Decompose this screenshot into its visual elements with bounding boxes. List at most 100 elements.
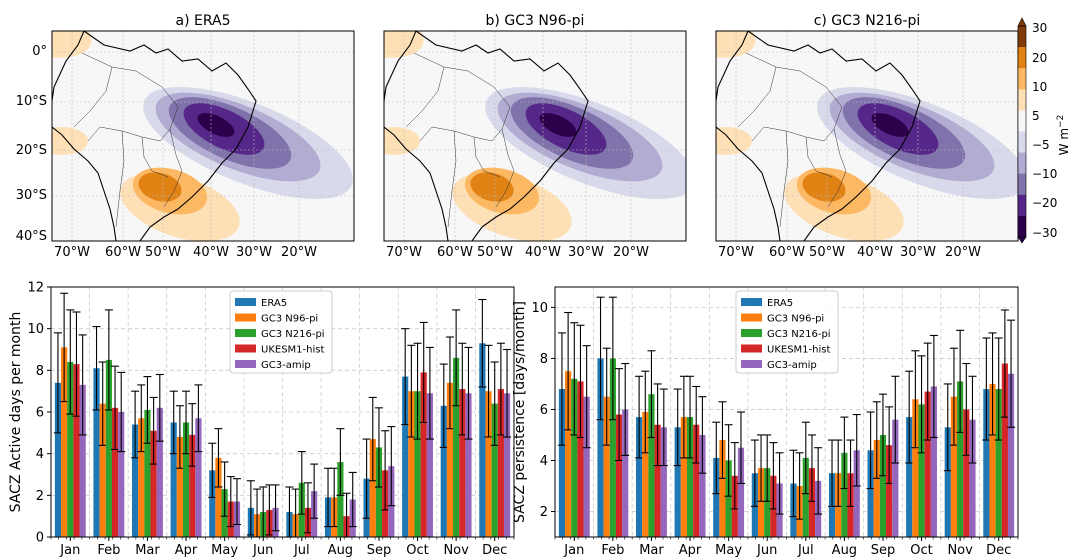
bar-gc3-n216-pi-apr xyxy=(686,417,694,537)
bar-gc3-n96-pi-mar xyxy=(642,412,649,537)
legend-label: ERA5 xyxy=(261,298,287,309)
bar-chart-active-days: 0 2 4 6 8 10 12 Jan Feb Mar Apr May Jun Jul Aug Sep Oct N… xyxy=(8,281,515,558)
contour-positive xyxy=(138,172,182,202)
x-tick-label: Apr xyxy=(175,543,198,558)
bar-era5-mar xyxy=(636,417,643,537)
bar-era5-may xyxy=(713,457,720,537)
bar-era5-sep xyxy=(867,450,874,537)
bar-gc3-amip-sep xyxy=(892,419,899,537)
x-tick-label: Nov xyxy=(443,543,469,558)
x-tick-label: Nov xyxy=(947,543,973,558)
lon-label: 50°W xyxy=(145,245,181,260)
bar-gc3-n96-pi-nov xyxy=(950,396,958,537)
contour-negative xyxy=(197,113,235,137)
lon-label: 30°W xyxy=(568,245,604,260)
lon-labels-a: 70°W 60°W 50°W 40°W 30°W 20°W xyxy=(54,245,317,260)
lat-label-10s: 10°S xyxy=(16,94,47,109)
bar-gc3-n216-pi-oct xyxy=(414,391,421,537)
bar-gc3-n216-pi-nov xyxy=(957,381,964,537)
bar-era5-feb xyxy=(93,368,100,537)
y-axis-label: SACZ persistence [days/month] xyxy=(512,301,528,523)
lon-label: 70°W xyxy=(54,245,90,260)
lon-label: 30°W xyxy=(236,245,272,260)
coastline-east xyxy=(83,31,257,241)
bar-era5-jan xyxy=(558,389,566,537)
bar-gc3-n216-pi-mar xyxy=(144,409,151,537)
colorbar-segment xyxy=(1018,173,1026,196)
bar-ukesm1-hist-dec xyxy=(497,389,504,537)
colorbar-label-exponent: −2 xyxy=(1056,115,1066,128)
bar-gc3-n96-pi-mar xyxy=(138,418,145,537)
colorbar-ticks: 30 20 10 5 −5 −10 −20 −30 xyxy=(1032,21,1057,240)
bar-chart-persistence: 2 4 6 8 10 Jan Feb Mar Apr May Jun Jul Aug Sep Oct Nov D… xyxy=(512,286,1019,558)
bar-gc3-n96-pi-oct xyxy=(408,391,415,537)
x-tick-label: Dec xyxy=(986,543,1011,558)
bar-ukesm1-hist-oct xyxy=(420,372,427,537)
lon-label: 70°W xyxy=(718,245,754,260)
legend-swatch xyxy=(741,344,762,353)
bar-gc3-amip-jan xyxy=(79,384,86,537)
x-tick-label: Jan xyxy=(563,543,584,558)
coastline-west xyxy=(384,31,449,241)
cbar-tick-m5: −5 xyxy=(1032,138,1050,152)
legend-swatch xyxy=(235,344,256,353)
y-axis-label: SACZ Active days per month xyxy=(8,312,24,513)
coastline-east xyxy=(415,31,589,241)
bar-era5-dec xyxy=(983,389,990,537)
bar-gc3-n216-pi-jun xyxy=(764,468,771,537)
bar-gc3-amip-may xyxy=(737,447,745,537)
map-contours xyxy=(716,31,1018,241)
bar-gc3-amip-jan xyxy=(583,396,590,537)
bar-gc3-amip-apr xyxy=(699,434,706,537)
cbar-tick-m30: −30 xyxy=(1032,226,1057,240)
lon-label: 30°W xyxy=(900,245,936,260)
legend-swatch xyxy=(235,298,256,306)
bar-era5-nov xyxy=(440,405,447,537)
lat-label-40s: 40°S xyxy=(16,229,47,244)
x-tick-label: Aug xyxy=(328,543,353,558)
x-tick-label: Jun xyxy=(756,543,777,558)
lat-label-20s: 20°S xyxy=(16,143,47,158)
bar-ukesm1-hist-feb xyxy=(111,407,119,537)
bar-era5-dec xyxy=(479,343,486,537)
contour-positive xyxy=(384,31,424,58)
legend-swatch xyxy=(235,360,256,368)
x-tick-label: Mar xyxy=(639,543,664,558)
country-borders xyxy=(737,52,847,228)
coastline-east xyxy=(747,31,921,241)
bar-gc3-n216-pi-aug xyxy=(337,462,344,537)
y-tick-label: 10 xyxy=(531,301,548,316)
map-frame xyxy=(51,30,355,242)
contour-positive xyxy=(470,172,514,202)
legend-swatch xyxy=(741,360,762,368)
bar-gc3-n216-pi-feb xyxy=(609,358,616,537)
x-tick-label: Feb xyxy=(601,543,624,558)
bar-gc3-amip-dec xyxy=(503,393,511,537)
cbar-tick-30: 30 xyxy=(1032,21,1047,35)
x-tick-label: Jul xyxy=(293,543,310,558)
bar-gc3-n216-pi-apr xyxy=(182,422,190,537)
lon-label: 60°W xyxy=(437,245,473,260)
bar-gc3-amip-nov xyxy=(969,419,976,537)
lon-label: 40°W xyxy=(857,245,893,260)
y-tick-label: 12 xyxy=(27,281,44,296)
x-tick-label: May xyxy=(715,543,742,558)
legend-swatch xyxy=(741,298,762,306)
legend-label: GC3-amip xyxy=(767,360,817,371)
bar-gc3-n96-pi-sep xyxy=(873,440,880,537)
legend-label: GC3 N216-pi xyxy=(767,329,831,340)
bar-ukesm1-hist-apr xyxy=(693,424,700,537)
y-tick-label: 8 xyxy=(540,352,548,367)
lon-label: 20°W xyxy=(613,245,649,260)
colorbar-segment xyxy=(1018,68,1026,90)
bar-era5-oct xyxy=(906,417,913,537)
map-panel-1 xyxy=(384,31,686,241)
x-tick-label: Jan xyxy=(59,543,80,558)
bar-gc3-amip-apr xyxy=(195,418,202,537)
bar-gc3-n96-pi-jan xyxy=(565,371,572,537)
y-tick-label: 10 xyxy=(27,322,44,337)
bar-gc3-n96-pi-nov xyxy=(446,382,454,537)
bar-ukesm1-hist-jan xyxy=(577,381,584,537)
y-tick-label: 6 xyxy=(36,406,44,421)
bar-gc3-amip-mar xyxy=(660,427,667,537)
